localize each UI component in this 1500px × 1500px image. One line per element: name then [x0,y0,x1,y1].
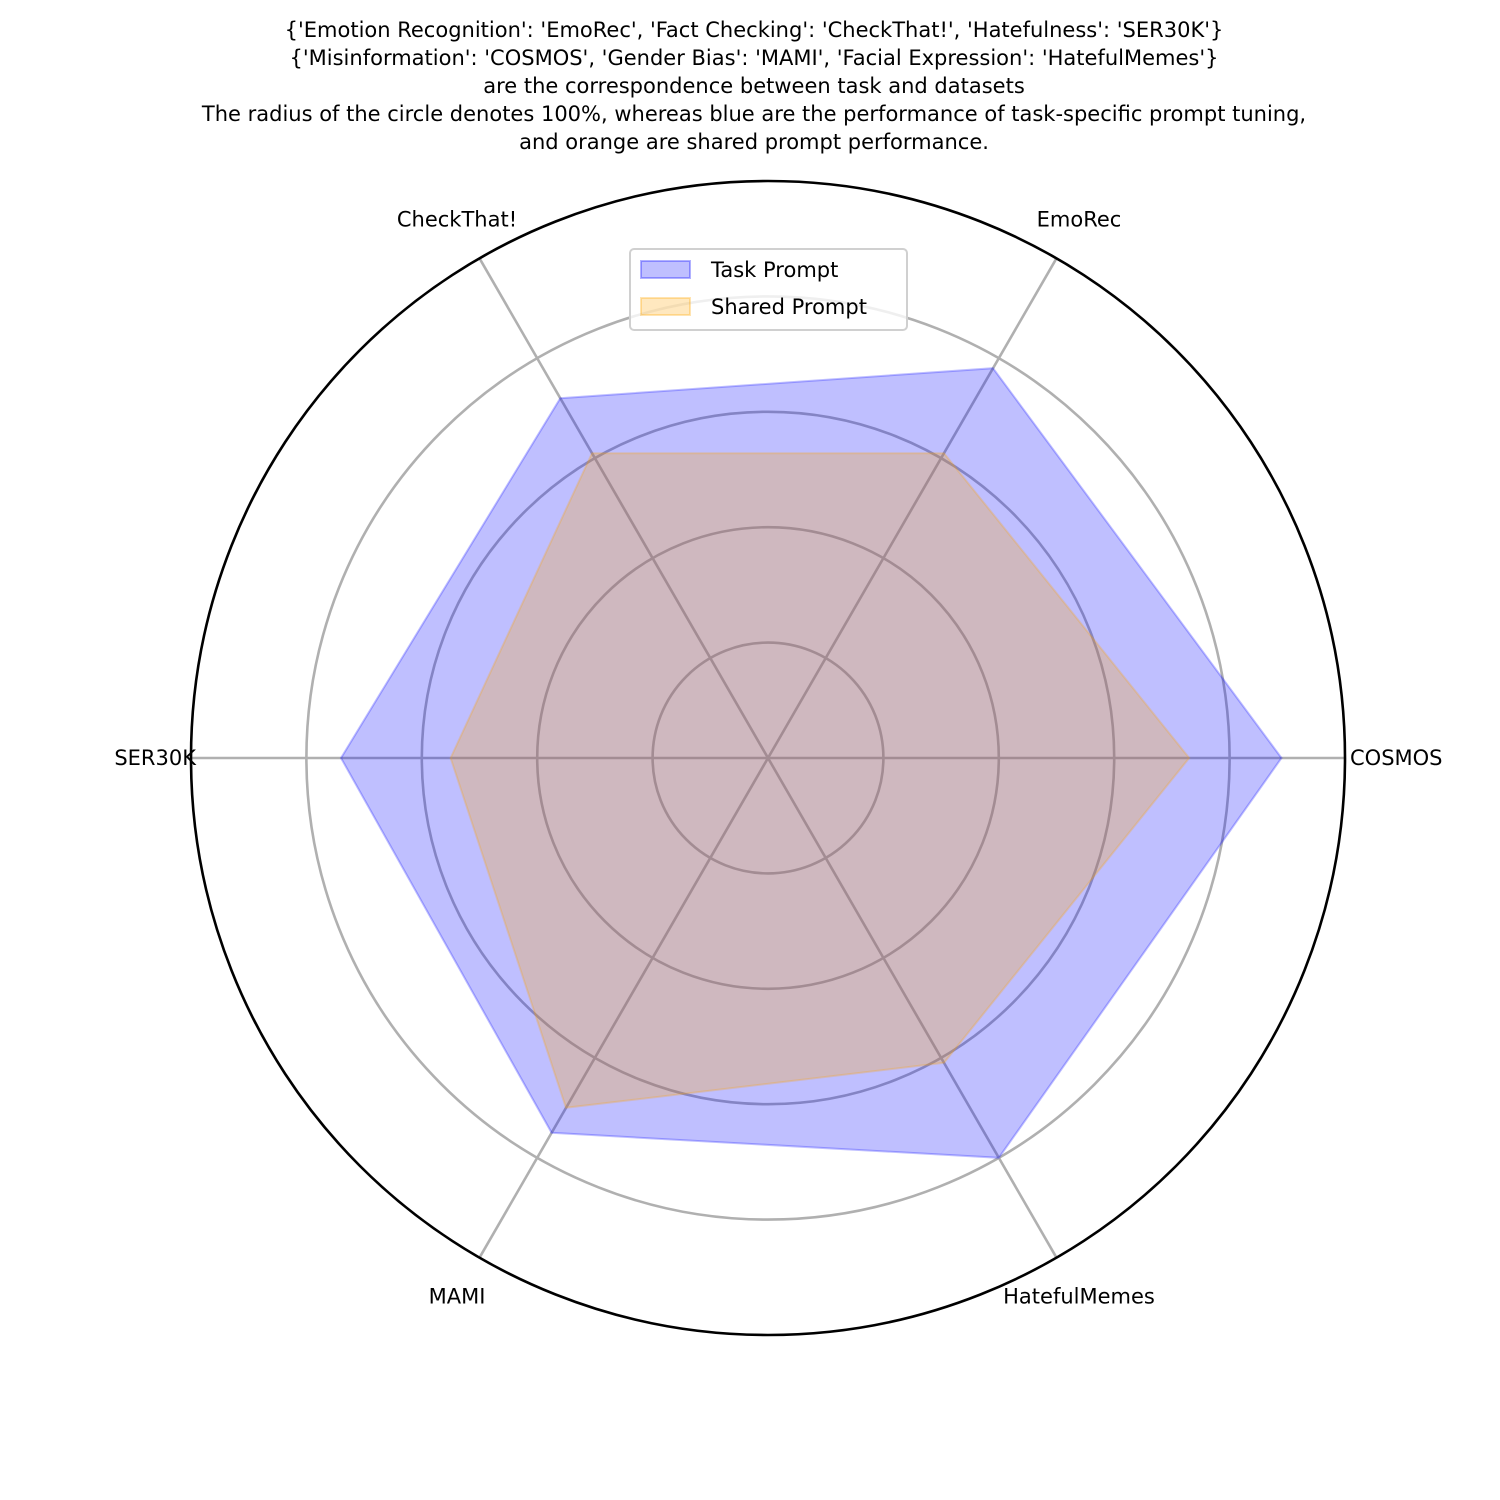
title-line: The radius of the circle denotes 100%, w… [201,102,1306,126]
grid-spoke [478,757,770,1259]
legend-box [629,248,908,331]
axis-label: HatefulMemes [1003,1285,1155,1309]
series-area-0 [339,367,1283,1159]
axis-label: MAMI [429,1285,486,1309]
series-layer [189,179,1347,1337]
radar-grid [191,257,1345,1259]
grid-spoke [478,257,770,759]
grid-spoke [766,757,1058,1259]
legend-swatch [640,260,691,279]
axis-label: SER30K [114,746,197,770]
axis-label: CheckThat! [397,207,517,231]
title-line: {'Misinformation': 'COSMOS', 'Gender Bia… [290,46,1219,70]
series-area-1 [449,452,1191,1109]
title-line: and orange are shared prompt performance… [519,130,989,154]
chart-title: {'Emotion Recognition': 'EmoRec', 'Fact … [201,18,1306,154]
title-line: are the correspondence between task and … [483,74,1025,98]
axis-label: COSMOS [1350,746,1443,770]
legend-label: Shared Prompt [711,295,867,319]
outer-frame [189,179,1347,1337]
legend: Task Prompt Shared Prompt [629,248,908,331]
title-line: {'Emotion Recognition': 'EmoRec', 'Fact … [285,18,1224,42]
axis-labels: COSMOS EmoRec CheckThat! SER30K MAMI HatefulM… [114,207,1442,1308]
legend-swatch [640,297,691,316]
legend-label: Task Prompt [710,258,838,282]
grid-spoke [766,257,1058,759]
axis-label: EmoRec [1037,207,1122,231]
